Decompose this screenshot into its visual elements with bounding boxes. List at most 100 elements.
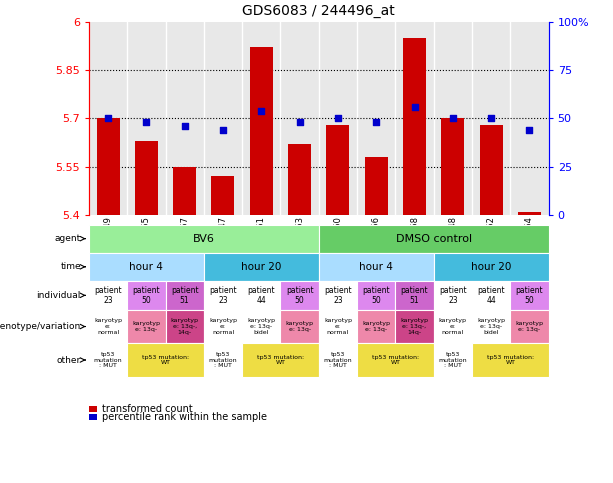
Text: patient
51: patient 51 [401,285,428,305]
Text: BV6: BV6 [193,234,215,243]
Point [142,118,151,126]
Bar [365,157,388,215]
Bar [510,281,549,310]
Bar [250,47,273,215]
Bar [357,310,395,343]
Bar [327,125,349,215]
Point [256,107,266,114]
Bar [441,118,465,215]
Bar [357,281,395,310]
Bar [472,281,510,310]
Text: tp53
mutation
: MUT: tp53 mutation : MUT [324,352,352,369]
Bar [319,281,357,310]
Text: karyotyp
e: 13q-,
14q-: karyotyp e: 13q-, 14q- [170,318,199,335]
Text: karyotyp
e:
normal: karyotyp e: normal [94,318,122,335]
Bar [89,253,204,281]
Bar [395,281,434,310]
Bar [128,310,166,343]
Text: patient
50: patient 50 [132,285,160,305]
Text: DMSO control: DMSO control [395,234,472,243]
Bar [281,281,319,310]
Point [295,118,305,126]
Bar [128,281,166,310]
Text: karyotyp
e:
normal: karyotyp e: normal [209,318,237,335]
Bar [434,343,472,377]
Bar [434,22,472,215]
Bar [89,225,319,253]
Text: karyotyp
e: 13q-,
14q-: karyotyp e: 13q-, 14q- [400,318,428,335]
Point [218,126,228,134]
Text: karyotyp
e: 13q-
bidel: karyotyp e: 13q- bidel [477,318,505,335]
Point [486,114,496,122]
Bar [518,212,541,215]
Bar [204,281,242,310]
Bar [281,310,319,343]
Bar [96,118,120,215]
Text: patient
50: patient 50 [286,285,313,305]
Text: transformed count: transformed count [102,404,192,414]
Text: tp53 mutation:
WT: tp53 mutation: WT [257,355,304,366]
Bar [472,310,510,343]
Bar [89,22,128,215]
Bar [319,343,357,377]
Bar [434,281,472,310]
Text: karyotyp
e: 13q-: karyotyp e: 13q- [362,321,390,332]
Text: karyotyp
e: 13q-: karyotyp e: 13q- [516,321,544,332]
Bar [204,310,242,343]
Bar [211,176,235,215]
Bar [281,22,319,215]
Text: patient
50: patient 50 [516,285,543,305]
Point [448,114,458,122]
Bar [89,343,128,377]
Text: hour 4: hour 4 [359,262,393,272]
Text: tp53 mutation:
WT: tp53 mutation: WT [372,355,419,366]
Bar [242,22,281,215]
Bar [89,406,97,412]
Point [333,114,343,122]
Bar [319,310,357,343]
Bar [166,310,204,343]
Point [409,103,419,111]
Bar [204,343,242,377]
Text: karyotyp
e: 13q-: karyotyp e: 13q- [132,321,161,332]
Text: karyotyp
e:
normal: karyotyp e: normal [324,318,352,335]
Bar [204,253,319,281]
Bar [166,22,204,215]
Text: hour 20: hour 20 [471,262,511,272]
Bar [472,343,549,377]
Point [525,126,535,134]
Bar [128,343,204,377]
Bar [319,225,549,253]
Text: tp53
mutation
: MUT: tp53 mutation : MUT [438,352,467,369]
Bar [403,38,426,215]
Title: GDS6083 / 244496_at: GDS6083 / 244496_at [242,4,395,18]
Bar [166,281,204,310]
Text: percentile rank within the sample: percentile rank within the sample [102,412,267,422]
Bar [204,22,242,215]
Bar [357,343,434,377]
Text: patient
50: patient 50 [362,285,390,305]
Bar [357,22,395,215]
Text: patient
23: patient 23 [94,285,122,305]
Bar [510,310,549,343]
Text: other: other [56,355,81,365]
Bar [288,144,311,215]
Text: patient
44: patient 44 [478,285,505,305]
Text: hour 4: hour 4 [129,262,163,272]
Text: individual: individual [37,291,81,300]
Text: patient
44: patient 44 [248,285,275,305]
Text: karyotyp
e: 13q-
bidel: karyotyp e: 13q- bidel [247,318,275,335]
Text: tp53
mutation
: MUT: tp53 mutation : MUT [94,352,123,369]
Point [180,122,189,130]
Bar [395,22,434,215]
Text: karyotyp
e:
normal: karyotyp e: normal [439,318,467,335]
Bar [242,310,281,343]
Text: genotype/variation: genotype/variation [0,322,81,331]
Text: patient
23: patient 23 [324,285,352,305]
Bar [319,22,357,215]
Text: patient
51: patient 51 [171,285,199,305]
Text: tp53
mutation
: MUT: tp53 mutation : MUT [208,352,237,369]
Point [371,118,381,126]
Text: time: time [60,262,81,271]
Text: patient
23: patient 23 [439,285,466,305]
